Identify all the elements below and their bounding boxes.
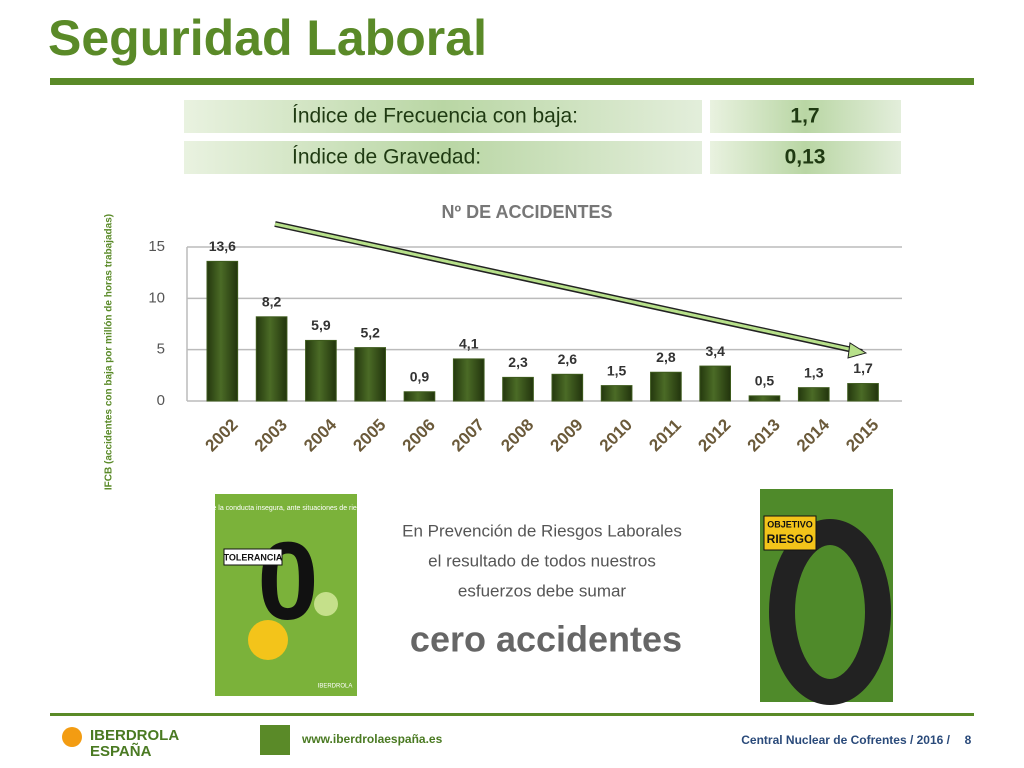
x-tick-label: 2014 [793,415,834,456]
x-tick-label: 2015 [842,415,882,455]
x-tick-label: 2007 [448,415,488,455]
value-label: 13,6 [209,238,236,254]
y-axis-label: IFCB (accidentes con baja por millón de … [104,214,115,490]
y-tick-label: 5 [157,341,165,358]
message-line: esfuerzos debe sumar [458,581,627,600]
trend-arrow-head [847,342,868,359]
value-label: 2,6 [558,351,578,367]
bar [255,316,288,402]
plot: 0 5 10 15 2002 13,6 2003 8,2 2004 5,9 2005 5,2 2006 0… [148,238,902,455]
footer-brand-sub: ESPAÑA [90,742,152,760]
logo [62,727,82,747]
x-tick-label: 2003 [251,415,291,455]
value-label: 2,3 [508,354,528,370]
logo-icon [260,725,290,755]
bar [847,383,879,402]
x-tick-label: 2002 [202,415,242,455]
value-label: 1,5 [607,362,627,378]
value-label: 2,8 [656,349,676,365]
x-tick-label: 2010 [596,415,636,455]
chart-title: Nº DE ACCIDENTES [442,202,613,222]
title-rule [50,78,974,85]
value-label: 1,7 [853,360,873,376]
value-label: 4,1 [459,336,479,352]
poster-badge-text: RIESGO [767,532,814,546]
message-line: el resultado de todos nuestros [428,551,656,570]
value-label: 8,2 [262,294,282,310]
bar [797,387,830,402]
page-number: 8 [965,733,972,747]
value-label: 3,4 [705,343,725,359]
message-highlight: cero accidentes [410,619,682,660]
x-tick-label: 2004 [300,415,341,456]
bar [206,260,239,402]
footer-url: www.iberdrolaespaña.es [301,732,443,746]
bar [650,371,682,402]
value-label: 0,5 [755,373,775,389]
bar [551,373,584,402]
poster-badge [223,548,283,566]
poster-brand: IBERDROLA [318,684,353,690]
poster-figure [314,592,338,616]
index-cell [710,100,901,133]
value-label: 5,9 [311,317,331,333]
index-label: Índice de Gravedad: [292,146,481,169]
bar [699,365,731,402]
footer-source: Central Nuclear de Cofrentes / 2016 / [741,733,950,747]
x-tick-label: 2008 [497,415,537,455]
poster-caption: Ante la conducta insegura, ante situacio… [202,505,370,512]
bar [502,376,534,402]
index-cell [184,141,702,174]
message-line: En Prevención de Riesgos Laborales [402,521,682,540]
x-tick-label: 2013 [744,415,784,455]
bar [354,347,387,402]
index-cell [710,141,901,174]
y-tick-label: 0 [157,392,165,409]
index-value: 1,7 [790,105,819,128]
x-tick-label: 2006 [399,415,439,455]
footer-brand: IBERDROLA [90,727,179,744]
bar [600,385,633,402]
slide-title: Seguridad Laboral [48,10,487,66]
trend-arrow [274,222,859,353]
poster-badge [763,515,817,551]
bar [305,339,337,402]
x-tick-label: 2011 [645,416,685,456]
value-label: 5,2 [360,324,380,340]
index-cell [184,100,702,133]
index-value: 0,13 [785,146,826,169]
poster-figure [248,620,288,660]
poster-badge-text: TOLERANCIA [224,552,283,562]
index-label: Índice de Frecuencia con baja: [292,105,578,128]
y-tick-label: 10 [148,289,165,306]
poster-digit-shape [769,519,891,705]
poster-badge-text: OBJETIVO [767,519,813,529]
bar [403,391,436,402]
value-label: 0,9 [410,368,430,384]
x-tick-label: 2005 [349,415,389,455]
x-tick-label: 2012 [694,415,734,455]
bar [452,358,485,402]
footer-rule [50,713,974,716]
y-tick-label: 15 [148,238,165,255]
value-label: 1,3 [804,364,824,380]
bar [748,395,781,402]
x-tick-label: 2009 [547,415,587,455]
